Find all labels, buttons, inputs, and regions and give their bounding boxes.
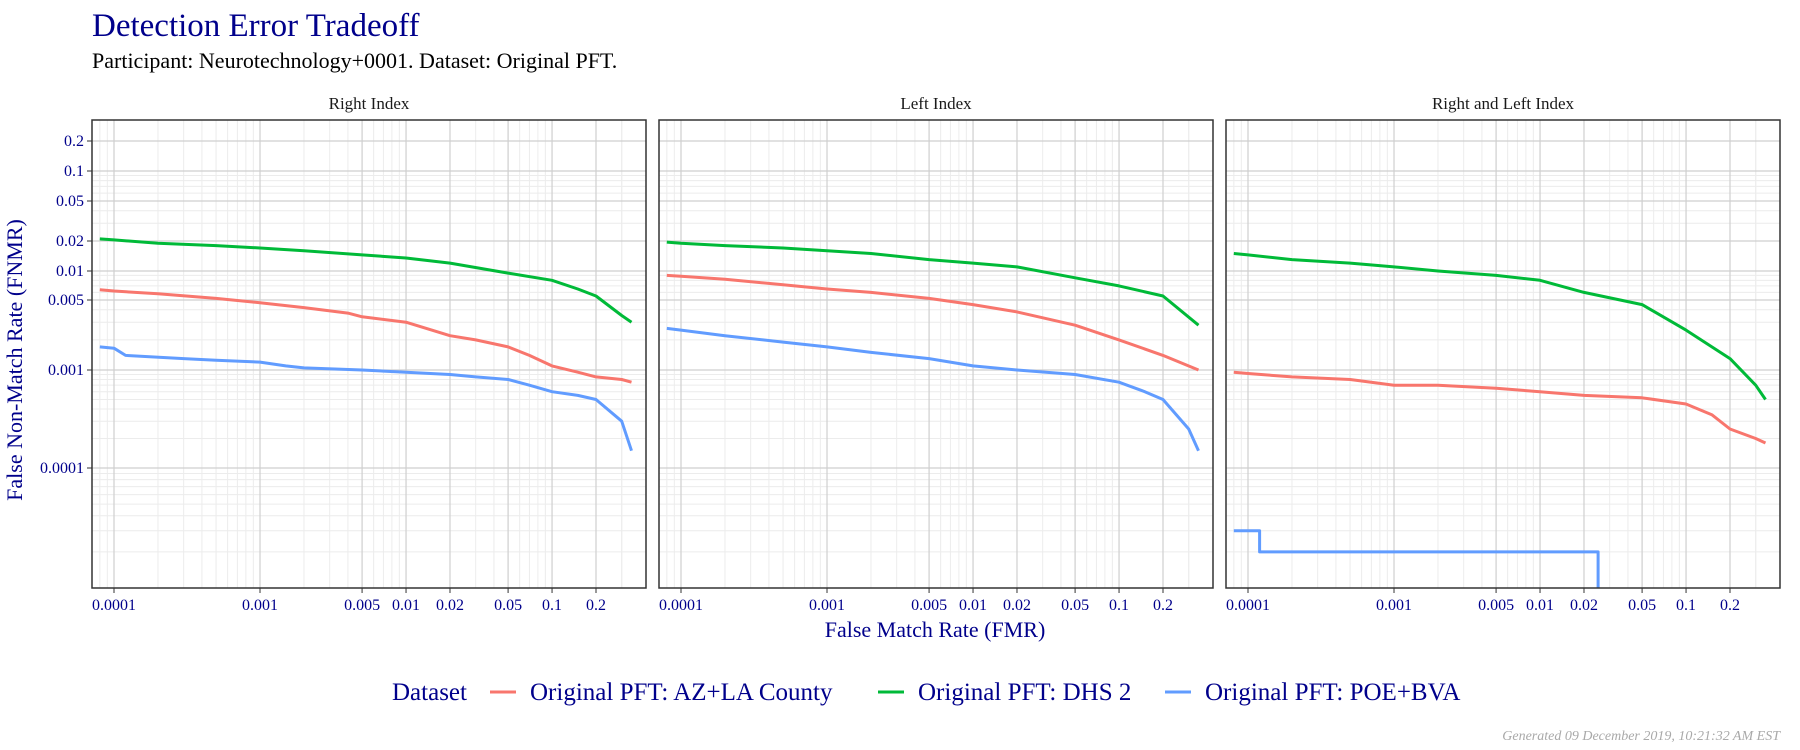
x-axis-title: False Match Rate (FMR) xyxy=(825,617,1046,642)
y-tick-label: 0.2 xyxy=(64,133,84,150)
x-tick-label: 0.02 xyxy=(1003,597,1031,614)
x-tick-label: 0.2 xyxy=(1720,597,1740,614)
chart-title: Detection Error Tradeoff xyxy=(92,8,419,44)
panel-title: Left Index xyxy=(900,94,972,113)
series-line-dhs2 xyxy=(1233,252,1767,401)
series-line-poe-bva xyxy=(666,326,1200,452)
x-tick-label: 0.1 xyxy=(1109,597,1129,614)
x-tick-label: 0.05 xyxy=(1061,597,1089,614)
legend-label-poe-bva: Original PFT: POE+BVA xyxy=(1205,679,1460,706)
panel-2: Left Index 0.0001 0.001 0.005 0.01 0.02 0.05 0.… xyxy=(658,94,1214,614)
x-tick-label: 0.001 xyxy=(1376,597,1412,614)
x-tick-label: 0.2 xyxy=(586,597,606,614)
series-line-poe-bva xyxy=(1233,529,1600,588)
x-tick-label: 0.02 xyxy=(1570,597,1598,614)
x-tick-label: 0.005 xyxy=(344,597,380,614)
y-axis-title: False Non-Match Rate (FNMR) xyxy=(2,219,27,501)
x-tick-label: 0.2 xyxy=(1153,597,1173,614)
x-tick-label: 0.0001 xyxy=(1226,597,1270,614)
series-line-az-la-county xyxy=(99,288,632,384)
x-tick-label: 0.001 xyxy=(242,597,278,614)
legend: Dataset Original PFT: AZ+LA County Origi… xyxy=(392,679,1460,706)
x-tick-label: 0.001 xyxy=(809,597,845,614)
panel-border xyxy=(91,119,647,589)
x-tick-label: 0.1 xyxy=(542,597,562,614)
legend-title: Dataset xyxy=(392,679,467,706)
panel-background xyxy=(92,120,646,588)
panel-title: Right Index xyxy=(329,94,410,113)
x-tick-label: 0.1 xyxy=(1676,597,1696,614)
x-tick-label: 0.01 xyxy=(1526,597,1554,614)
legend-label-az-la: Original PFT: AZ+LA County xyxy=(530,679,833,706)
x-tick-label: 0.02 xyxy=(436,597,464,614)
y-tick-label: 0.1 xyxy=(64,163,84,180)
series-line-az-la-county xyxy=(1233,370,1767,445)
x-tick-label: 0.0001 xyxy=(92,597,136,614)
generated-footer: Generated 09 December 2019, 10:21:32 AM … xyxy=(1502,729,1781,744)
x-tick-label: 0.0001 xyxy=(659,597,703,614)
series-line-poe-bva xyxy=(99,345,633,452)
facet-panels: Right Index 0.0001 0.001 0.005 0.01 0.02 0.05 0… xyxy=(40,94,1781,614)
panel-1: Right Index 0.0001 0.001 0.005 0.01 0.02 0.05 0… xyxy=(40,94,647,614)
panel-background xyxy=(1226,120,1780,588)
panel-title: Right and Left Index xyxy=(1432,94,1575,113)
panel-border xyxy=(658,119,1214,589)
y-tick-label: 0.0001 xyxy=(40,460,84,477)
y-tick-label: 0.01 xyxy=(56,263,84,280)
legend-label-dhs2: Original PFT: DHS 2 xyxy=(918,679,1131,706)
x-tick-label: 0.05 xyxy=(1628,597,1656,614)
x-tick-label: 0.005 xyxy=(911,597,947,614)
x-tick-label: 0.05 xyxy=(494,597,522,614)
series-line-dhs2 xyxy=(99,237,633,324)
y-tick-label: 0.005 xyxy=(48,292,84,309)
x-tick-label: 0.01 xyxy=(392,597,420,614)
y-tick-label: 0.05 xyxy=(56,193,84,210)
panel-3: Right and Left Index 0.0001 0.001 0.005 0.01… xyxy=(1225,94,1781,614)
x-tick-label: 0.005 xyxy=(1478,597,1514,614)
series-line-dhs2 xyxy=(666,240,1200,327)
x-tick-label: 0.01 xyxy=(959,597,987,614)
series-line-az-la-county xyxy=(666,273,1200,372)
y-tick-label: 0.001 xyxy=(48,362,84,379)
panel-border xyxy=(1225,119,1781,589)
y-tick-label: 0.02 xyxy=(56,233,84,250)
chart-subtitle: Participant: Neurotechnology+0001. Datas… xyxy=(92,48,617,73)
panel-background xyxy=(659,120,1213,588)
